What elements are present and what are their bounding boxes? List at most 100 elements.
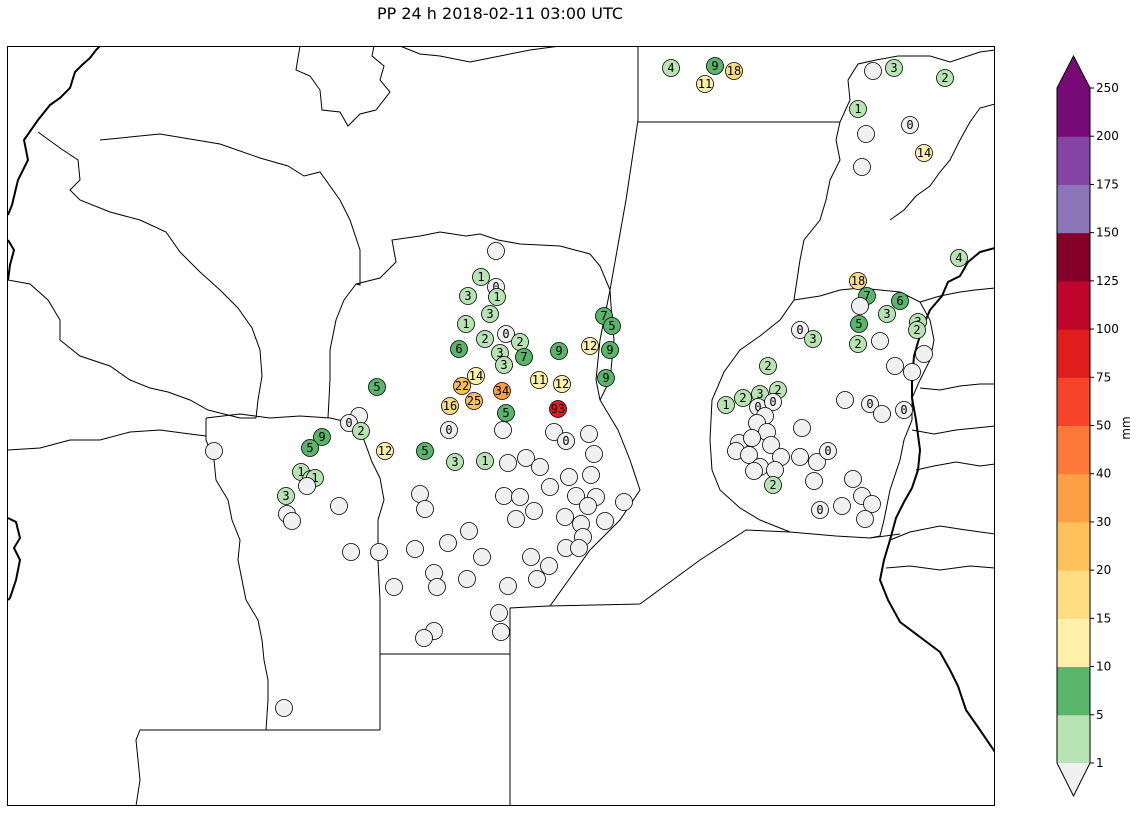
station-value: 9 <box>602 371 609 385</box>
station-value: 2 <box>913 323 920 337</box>
colorbar-band <box>1057 666 1090 716</box>
station-marker <box>495 356 513 374</box>
station-marker <box>507 510 525 528</box>
station-60 <box>833 497 851 515</box>
colorbar-band <box>1057 232 1090 282</box>
station-marker <box>494 421 512 439</box>
station-value: 0 <box>445 423 452 437</box>
station-marker <box>283 512 301 530</box>
station-marker <box>596 512 614 530</box>
colorbar-tick-label: 20 <box>1096 563 1111 577</box>
station-value: 2 <box>941 71 948 85</box>
station-marker <box>416 442 434 460</box>
station-111 <box>511 488 529 506</box>
station-marker <box>492 623 510 641</box>
station-marker <box>864 62 882 80</box>
station-87: 9 <box>597 369 615 387</box>
station-88: 5 <box>368 378 386 396</box>
station-value: 1 <box>462 317 469 331</box>
station-106 <box>582 466 600 484</box>
station-2: 18 <box>725 62 743 80</box>
colorbar-band <box>1057 329 1090 378</box>
station-77: 9 <box>550 342 568 360</box>
station-marker <box>385 578 403 596</box>
station-value: 6 <box>455 342 462 356</box>
station-75: 7 <box>515 348 533 366</box>
station-24 <box>871 332 889 350</box>
station-marker <box>476 330 494 348</box>
station-marker <box>849 100 867 118</box>
station-16 <box>851 297 869 315</box>
station-marker <box>850 315 868 333</box>
station-marker <box>811 501 829 519</box>
station-0: 4 <box>662 59 680 77</box>
station-marker <box>615 493 633 511</box>
station-marker <box>497 404 515 422</box>
station-85: 11 <box>530 371 548 389</box>
station-64: 1 <box>472 268 490 286</box>
station-39: 0 <box>895 401 913 419</box>
station-marker <box>368 378 386 396</box>
border-central-north <box>355 231 611 291</box>
station-value: 1 <box>311 471 318 485</box>
station-marker <box>342 543 360 561</box>
station-marker <box>804 330 822 348</box>
station-117 <box>507 510 525 528</box>
station-value: 3 <box>809 332 816 346</box>
station-value: 0 <box>824 444 831 458</box>
station-marker <box>696 75 714 93</box>
border-east-rivers <box>919 287 995 303</box>
station-115 <box>615 493 633 511</box>
station-value: 34 <box>495 384 509 398</box>
station-marker <box>791 448 809 466</box>
colorbar-tick-label: 200 <box>1096 129 1119 143</box>
station-25 <box>915 345 933 363</box>
station-marker <box>759 357 777 375</box>
station-38 <box>873 405 891 423</box>
station-value: 0 <box>492 280 499 294</box>
colorbar-tick-label: 250 <box>1096 81 1119 95</box>
station-marker <box>531 458 549 476</box>
station-marker <box>936 69 954 87</box>
station-marker <box>585 445 603 463</box>
station-116 <box>525 502 543 520</box>
station-145: 12 <box>376 442 394 460</box>
station-value: 16 <box>443 399 457 413</box>
border-south-left <box>135 729 380 806</box>
station-120 <box>596 512 614 530</box>
station-marker <box>530 371 548 389</box>
station-142: 2 <box>352 422 370 440</box>
station-marker <box>428 578 446 596</box>
station-133 <box>428 578 446 596</box>
border-east-rivers-4 <box>915 461 995 471</box>
border-north-3 <box>99 133 361 286</box>
station-marker <box>601 341 619 359</box>
station-marker <box>903 363 921 381</box>
station-marker <box>557 432 575 450</box>
coastline-northwest <box>8 46 101 216</box>
station-marker <box>863 495 881 513</box>
station-value: 5 <box>421 444 428 458</box>
station-marker <box>706 57 724 75</box>
station-59 <box>863 495 881 513</box>
station-marker <box>493 382 511 400</box>
station-45 <box>762 436 780 454</box>
station-82: 14 <box>467 367 485 385</box>
station-marker <box>745 462 763 480</box>
station-marker <box>277 487 295 505</box>
station-73: 6 <box>450 340 468 358</box>
border-east-rivers-5 <box>889 525 995 541</box>
station-marker <box>603 317 621 335</box>
station-value: 11 <box>532 373 546 387</box>
border-north-4 <box>399 46 561 63</box>
station-84: 34 <box>493 382 511 400</box>
station-5: 3 <box>885 59 903 77</box>
station-146 <box>205 442 223 460</box>
station-104 <box>531 458 549 476</box>
station-marker <box>901 116 919 134</box>
station-marker <box>298 477 316 495</box>
colorbar-tick-label: 10 <box>1096 660 1111 674</box>
station-marker <box>540 557 558 575</box>
station-value: 7 <box>520 350 527 364</box>
station-83: 22 <box>453 377 471 395</box>
